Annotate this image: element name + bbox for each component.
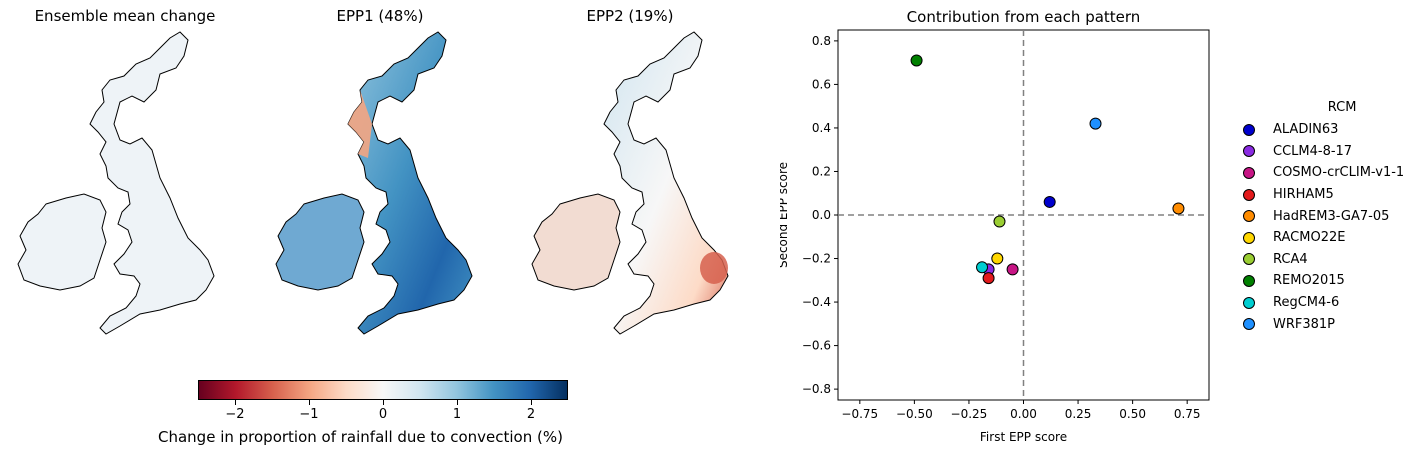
colorbar-tick-label: −1 xyxy=(299,407,319,422)
legend-label: WRF381P xyxy=(1273,316,1336,332)
legend-marker xyxy=(1243,188,1255,201)
colorbar-tick-label: 1 xyxy=(452,407,462,422)
legend-marker xyxy=(1243,210,1255,223)
map-title-epp2: EPP2 (19%) xyxy=(586,7,674,25)
legend-label: CCLM4-8-17 xyxy=(1273,143,1353,159)
x-tick-label: 0.50 xyxy=(1119,407,1146,421)
x-axis-label: First EPP score xyxy=(980,430,1067,444)
y-axis-label: Second EPP score xyxy=(780,162,790,268)
legend-marker xyxy=(1243,318,1255,331)
y-tick-label: −0.4 xyxy=(802,295,831,309)
legend-item: HadREM3-GA7-05 xyxy=(1240,205,1404,227)
legend-label: RCA4 xyxy=(1273,251,1308,267)
scatter-point-aladin63 xyxy=(1043,195,1056,208)
legend-item: WRF381P xyxy=(1240,313,1404,335)
x-tick-label: 0.00 xyxy=(1010,407,1037,421)
x-tick-label: 0.25 xyxy=(1065,407,1092,421)
legend-label: REMO2015 xyxy=(1273,273,1345,289)
legend-item: COSMO-crCLIM-v1-1 xyxy=(1240,162,1404,184)
y-tick-label: 0.8 xyxy=(812,34,831,48)
legend-item: RACMO22E xyxy=(1240,227,1404,249)
legend-label: HIRHAM5 xyxy=(1273,187,1334,203)
scatter-point-racmo22e xyxy=(991,252,1004,265)
legend-marker xyxy=(1243,253,1255,266)
legend-label: ALADIN63 xyxy=(1273,122,1339,138)
colorbar-tick-label: 0 xyxy=(378,407,388,422)
legend-item: REMO2015 xyxy=(1240,270,1404,292)
colorbar-tick xyxy=(309,400,310,405)
scatter-point-cosmo-crclim-v1-1 xyxy=(1006,263,1019,276)
y-tick-label: −0.8 xyxy=(802,382,831,396)
legend-marker xyxy=(1243,231,1255,244)
colorbar: −2 −1 0 1 2 xyxy=(198,380,568,422)
scatter-point-regcm4-6 xyxy=(976,261,989,274)
legend-marker xyxy=(1243,145,1255,158)
y-tick-label: −0.2 xyxy=(802,252,831,266)
y-tick-label: 0.6 xyxy=(812,77,831,91)
scatter-point-wrf381p xyxy=(1089,117,1102,130)
x-tick-label: 0.75 xyxy=(1174,407,1201,421)
colorbar-ticks: −2 −1 0 1 2 xyxy=(198,400,568,422)
legend-marker xyxy=(1243,166,1255,179)
legend-item: CCLM4-8-17 xyxy=(1240,141,1404,163)
colorbar-tick-label: 2 xyxy=(526,407,536,422)
legend-item: ALADIN63 xyxy=(1240,119,1404,141)
map-epp2 xyxy=(531,31,729,335)
legend-marker xyxy=(1243,296,1255,309)
legend-label: RACMO22E xyxy=(1273,230,1346,246)
colorbar-tick-label: −2 xyxy=(225,407,245,422)
legend-item: HIRHAM5 xyxy=(1240,184,1404,206)
scatter-point-hadrem3-ga7-05 xyxy=(1172,202,1185,215)
x-tick-label: −0.25 xyxy=(951,407,988,421)
colorbar-tick xyxy=(383,400,384,405)
legend-label: COSMO-crCLIM-v1-1 xyxy=(1273,165,1405,181)
legend-item: RCA4 xyxy=(1240,249,1404,271)
x-tick-label: −0.50 xyxy=(896,407,933,421)
map-title-epp1: EPP1 (48%) xyxy=(336,7,424,25)
y-tick-label: −0.6 xyxy=(802,339,831,353)
colorbar-tick xyxy=(457,400,458,405)
map-ensemble-mean xyxy=(17,31,215,335)
y-tick-label: 0.2 xyxy=(812,164,831,178)
legend-item: RegCM4-6 xyxy=(1240,292,1404,314)
legend-marker xyxy=(1243,274,1255,287)
scatter-point-remo2015 xyxy=(910,54,923,67)
scatter-point-rca4 xyxy=(993,215,1006,228)
chart-title: Contribution from each pattern xyxy=(907,8,1141,26)
scatter-point-hirham5 xyxy=(982,272,995,285)
y-tick-label: 0.4 xyxy=(812,121,831,135)
y-tick-label: 0.0 xyxy=(812,208,831,222)
legend-label: HadREM3-GA7-05 xyxy=(1273,208,1390,224)
x-tick-label: −0.75 xyxy=(841,407,878,421)
colorbar-gradient xyxy=(198,380,568,400)
map-epp1 xyxy=(275,31,473,335)
legend-label: RegCM4-6 xyxy=(1273,295,1340,311)
legend: RCM ALADIN63 CCLM4-8-17 COSMO-crCLIM-v1-1 H… xyxy=(1240,100,1404,335)
map-title-ensemble: Ensemble mean change xyxy=(34,7,216,25)
colorbar-tick xyxy=(235,400,236,405)
legend-title: RCM xyxy=(1327,100,1357,115)
scatter-chart: Contribution from each pattern −0.75 −0.50… xyxy=(780,8,1210,444)
colorbar-tick xyxy=(531,400,532,405)
colorbar-label: Change in proportion of rainfall due to … xyxy=(158,428,563,446)
legend-marker xyxy=(1243,123,1255,136)
